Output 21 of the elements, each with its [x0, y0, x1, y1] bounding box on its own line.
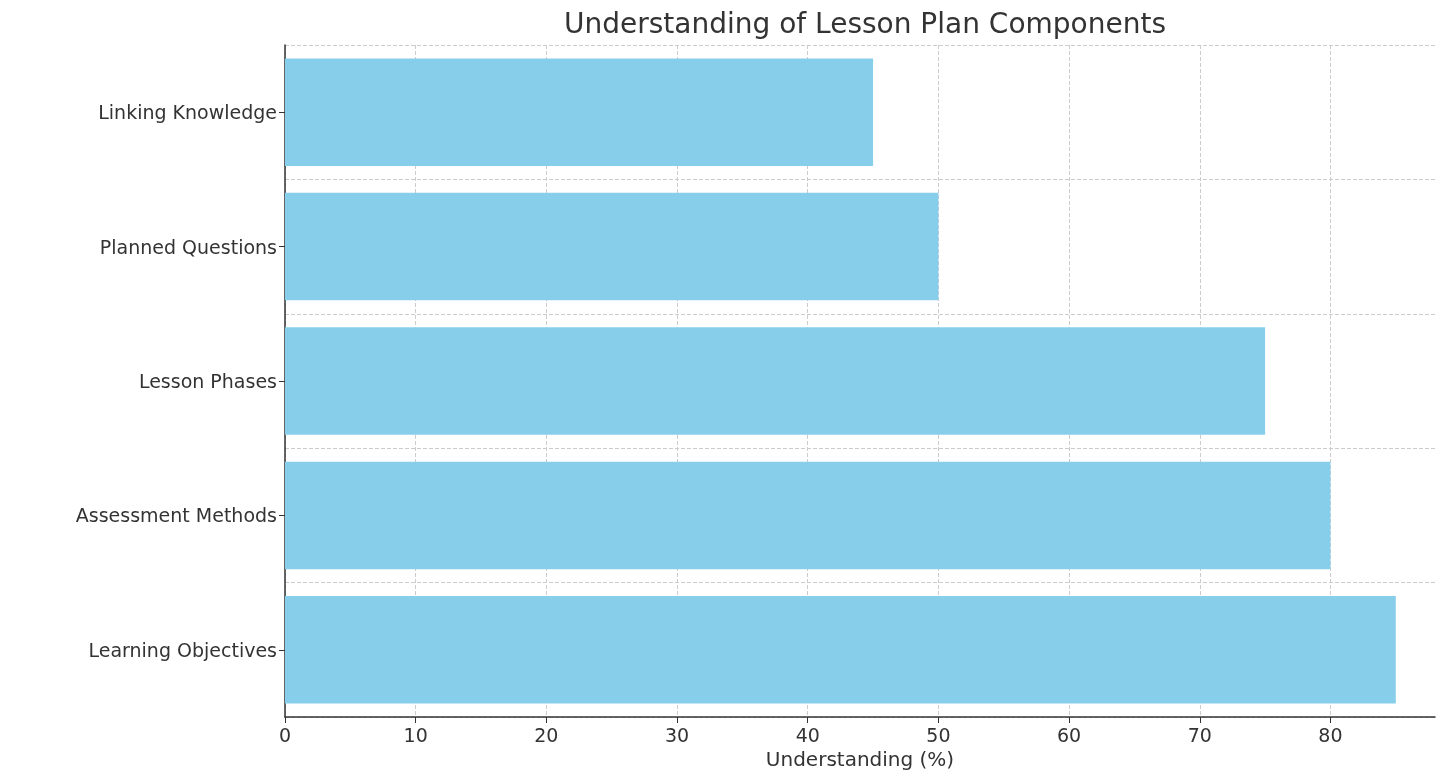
x-tick-label: 30	[664, 723, 690, 746]
x-tick-label: 20	[534, 723, 559, 746]
bar	[285, 192, 939, 301]
x-tick-label: 80	[1318, 723, 1343, 746]
bar	[285, 461, 1331, 570]
y-tick-label: Lesson Phases	[138, 370, 277, 392]
x-tick-label: 50	[926, 723, 951, 746]
y-tick-label: Linking Knowledge	[98, 101, 277, 124]
y-tick-label: Learning Objectives	[88, 638, 277, 661]
x-tick-label: 10	[403, 723, 428, 746]
y-tick-label: Assessment Methods	[75, 504, 277, 527]
x-tick-label: 70	[1187, 723, 1212, 746]
x-tick-label: 60	[1057, 723, 1082, 746]
x-tick-label: 0	[278, 723, 292, 746]
y-tick-label: Planned Questions	[99, 235, 277, 258]
chart-title: Understanding of Lesson Plan Components	[564, 6, 1166, 40]
bar	[285, 596, 1396, 704]
x-tick-label: 40	[795, 723, 820, 746]
bar	[285, 327, 1266, 435]
x-axis-title: Understanding (%)	[765, 746, 955, 771]
bar	[285, 58, 874, 166]
